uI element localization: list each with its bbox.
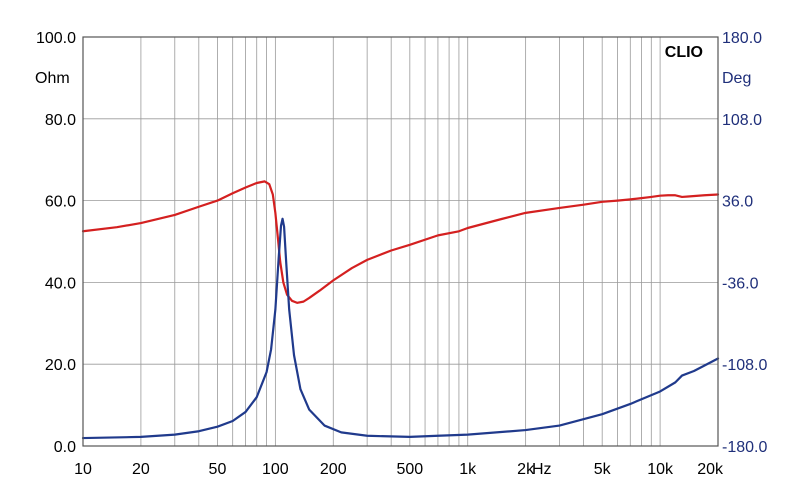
y-left-tick-label: 20.0 (45, 357, 76, 374)
x-tick-label: 10 (74, 461, 92, 478)
impedance-curve (81, 180, 720, 304)
x-tick-label: 50 (209, 461, 227, 478)
x-tick-label: 20 (132, 461, 150, 478)
x-tick-label: 500 (396, 461, 423, 478)
y-right-tick-label: -108.0 (722, 357, 767, 374)
y-right-tick-label: 108.0 (722, 112, 762, 129)
plot-frame (82, 36, 719, 447)
y-right-tick-label: 180.0 (722, 30, 762, 47)
plot-curves (81, 180, 720, 440)
y-left-tick-label: 60.0 (45, 194, 76, 211)
y-left-tick-label: 80.0 (45, 112, 76, 129)
y-left-tick-label: 100.0 (36, 30, 76, 47)
left-axis-unit: Ohm (35, 70, 70, 87)
x-tick-label: 2k (517, 461, 535, 478)
x-tick-label: 100 (262, 461, 289, 478)
y-right-tick-label: -180.0 (722, 439, 767, 456)
y-right-tick-label: -36.0 (722, 275, 759, 292)
x-tick-label: 1k (459, 461, 477, 478)
y-right-tick-label: 36.0 (722, 194, 753, 211)
grid-lines (83, 37, 718, 446)
clio-brand-label: CLIO (665, 44, 703, 61)
right-axis-unit: Deg (722, 70, 751, 87)
x-tick-label: 20k (697, 461, 724, 478)
y-left-tick-label: 40.0 (45, 275, 76, 292)
phase-curve (81, 217, 720, 440)
x-tick-label: 200 (320, 461, 347, 478)
x-tick-label: 5k (594, 461, 612, 478)
x-axis-unit: Hz (532, 461, 552, 478)
x-tick-label: 10k (647, 461, 674, 478)
y-left-tick-label: 0.0 (54, 439, 76, 456)
axis-labels: 0.0 20.0 40.0 60.0 80.0 100.0 -180.0 -108.0 -36.… (36, 30, 768, 478)
